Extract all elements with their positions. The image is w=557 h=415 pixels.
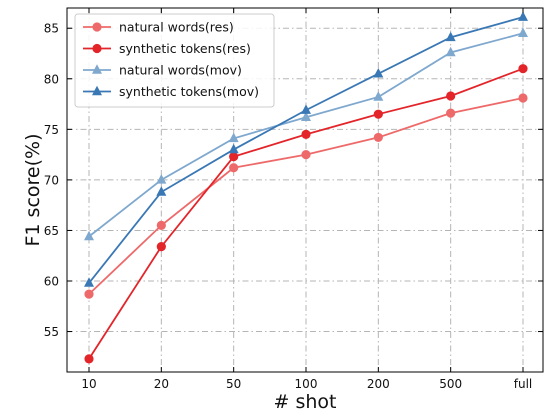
legend-item: synthetic tokens(mov) xyxy=(83,84,259,99)
data-point xyxy=(229,152,239,162)
x-tick-label: full xyxy=(514,377,533,391)
plot-frame xyxy=(66,7,544,373)
y-tick-label: 70 xyxy=(44,173,59,187)
data-point xyxy=(84,230,94,241)
legend-item: synthetic tokens(res) xyxy=(83,41,251,56)
series-0 xyxy=(84,93,528,299)
axis-ticks: 55 60 65 70 75 80 85 10 20 50 100 200 500 full xyxy=(44,8,543,391)
legend-item: natural words(mov) xyxy=(83,63,242,78)
y-tick-label: 60 xyxy=(44,275,59,289)
data-point xyxy=(518,93,528,103)
y-tick-label: 75 xyxy=(44,123,59,137)
x-tick-label: 200 xyxy=(367,377,390,391)
y-tick-label: 65 xyxy=(44,224,59,238)
series-group xyxy=(84,11,528,364)
x-tick-label: 10 xyxy=(81,377,96,391)
y-tick-label: 85 xyxy=(44,22,59,36)
series-3 xyxy=(84,11,528,287)
x-tick-label: 100 xyxy=(295,377,318,391)
legend-label: synthetic tokens(mov) xyxy=(119,84,259,99)
legend-label: synthetic tokens(res) xyxy=(119,41,251,56)
series-2 xyxy=(84,27,528,241)
data-point xyxy=(445,46,456,57)
x-tick-label: 500 xyxy=(439,377,462,391)
data-point xyxy=(518,27,528,38)
data-point xyxy=(84,277,94,287)
data-point xyxy=(518,11,528,21)
data-point xyxy=(446,91,456,101)
data-point xyxy=(445,31,456,42)
data-point xyxy=(518,64,528,74)
y-axis-title: F1 score(%) xyxy=(22,134,44,247)
legend-label: natural words(res) xyxy=(119,20,234,35)
data-point xyxy=(229,163,239,173)
data-point xyxy=(373,132,383,143)
data-point xyxy=(84,289,94,299)
data-point xyxy=(156,220,166,230)
data-point xyxy=(156,174,167,184)
data-point xyxy=(301,111,311,121)
data-point xyxy=(156,186,167,196)
legend-marker xyxy=(92,43,102,54)
legend-marker xyxy=(92,22,102,32)
data-point xyxy=(228,143,239,154)
y-tick-label: 80 xyxy=(44,72,59,86)
series-1 xyxy=(84,64,528,364)
legend-marker xyxy=(92,64,102,74)
x-tick-label: 50 xyxy=(226,377,241,391)
data-point xyxy=(373,109,383,119)
legend-frame xyxy=(74,13,275,108)
data-point xyxy=(446,108,456,118)
y-tick-label: 55 xyxy=(44,325,59,339)
x-axis-title: # shot xyxy=(274,391,337,413)
legend-item: natural words(res) xyxy=(83,20,234,35)
data-point xyxy=(301,104,311,114)
data-point xyxy=(84,354,94,364)
legend-marker xyxy=(92,85,102,96)
data-point xyxy=(301,129,311,139)
x-tick-label: 20 xyxy=(154,377,169,391)
data-point xyxy=(228,132,239,143)
grid xyxy=(67,8,543,372)
data-point xyxy=(156,242,166,252)
legend-label: natural words(mov) xyxy=(119,63,242,78)
data-point xyxy=(373,91,384,101)
legend: natural words(res) synthetic tokens(res) n… xyxy=(74,13,275,108)
data-point xyxy=(373,67,384,78)
data-point xyxy=(301,150,311,160)
